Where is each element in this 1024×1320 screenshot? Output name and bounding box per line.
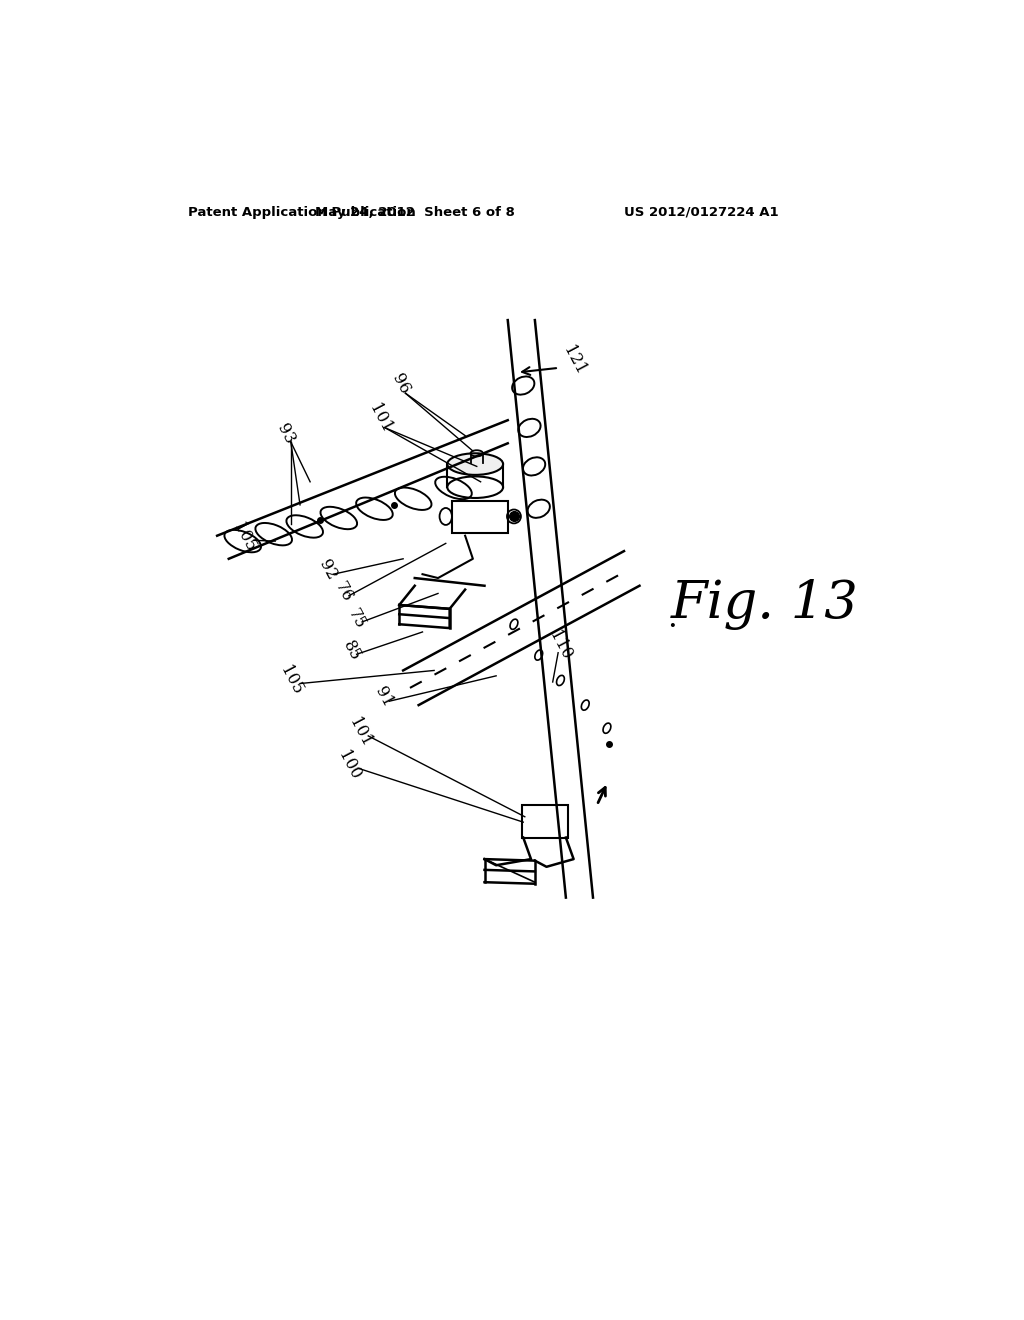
Text: 110: 110	[546, 627, 575, 663]
Text: 96: 96	[388, 371, 413, 397]
Text: 76: 76	[331, 579, 355, 605]
Text: 105: 105	[229, 520, 259, 554]
Text: 85: 85	[339, 638, 364, 664]
Text: 91: 91	[372, 684, 396, 710]
Text: May 24, 2012  Sheet 6 of 8: May 24, 2012 Sheet 6 of 8	[314, 206, 515, 219]
Text: 105: 105	[276, 663, 305, 698]
Text: 75: 75	[344, 606, 369, 632]
Text: 100: 100	[334, 747, 364, 783]
Bar	[521, 805, 568, 838]
Text: 92: 92	[315, 557, 340, 583]
Text: 101: 101	[346, 714, 375, 750]
Text: US 2012/0127224 A1: US 2012/0127224 A1	[624, 206, 778, 219]
Text: .: .	[667, 603, 677, 635]
Text: Patent Application Publication: Patent Application Publication	[188, 206, 416, 219]
Text: 101: 101	[366, 401, 394, 436]
Bar	[452, 502, 508, 533]
Text: 121: 121	[560, 343, 589, 378]
Text: Fig. 13: Fig. 13	[671, 579, 858, 631]
Ellipse shape	[447, 453, 503, 475]
Text: 93: 93	[273, 421, 298, 447]
